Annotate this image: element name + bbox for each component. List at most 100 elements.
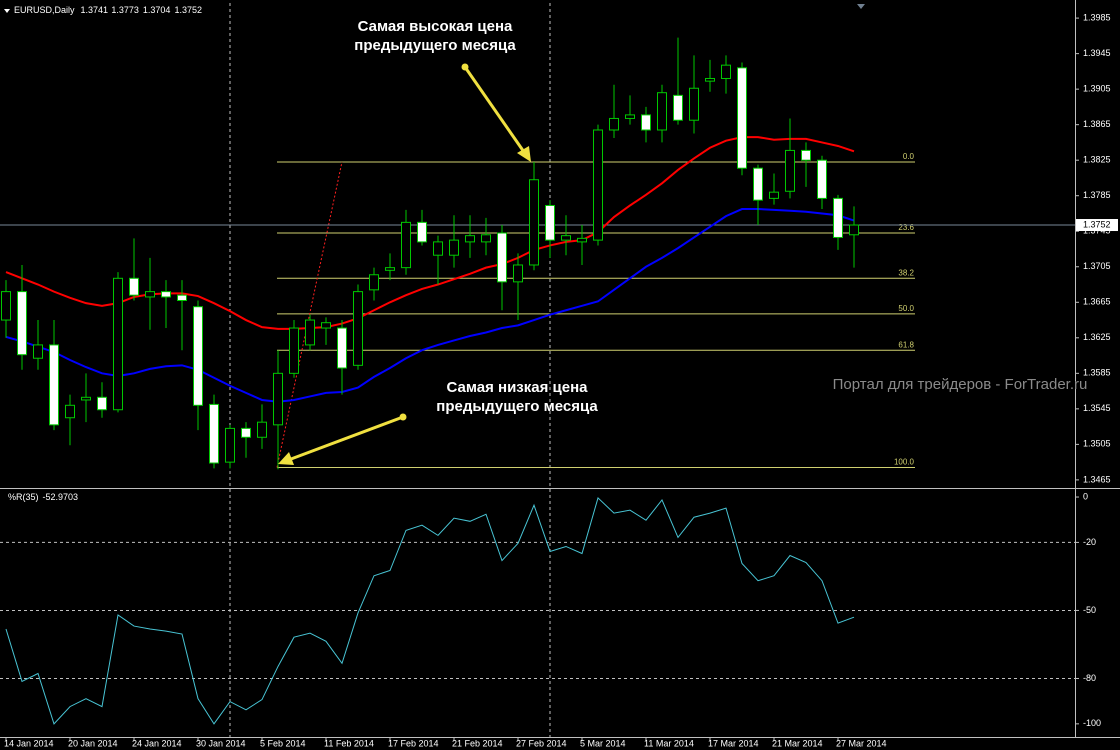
indicator-line: [5, 497, 855, 725]
candle-body: [433, 241, 443, 256]
y-tick-label: 1.3785: [1083, 190, 1111, 200]
candle-body: [129, 277, 139, 296]
annotation: предыдущего месяца: [354, 37, 516, 54]
x-tick-label: 17 Mar 2014: [708, 738, 759, 748]
candle-body: [305, 319, 315, 346]
candle-body: [369, 274, 379, 291]
y-tick-label: 1.3585: [1083, 368, 1111, 378]
x-tick-label: 14 Jan 2014: [4, 738, 54, 748]
y-tick-label: 1.3705: [1083, 261, 1111, 271]
candle-body: [97, 396, 107, 411]
arrow-low: [278, 413, 407, 465]
arrow-high: [461, 63, 531, 162]
x-tick-label: 11 Feb 2014: [324, 738, 374, 748]
candle-body: [657, 92, 667, 131]
candle-body: [705, 77, 715, 82]
fibo-label: 50.0: [898, 304, 914, 313]
indicator-value: -52.9703: [43, 492, 79, 502]
x-tick-label: 27 Feb 2014: [516, 738, 567, 748]
price-label-box: [1076, 219, 1118, 232]
candle-body: [81, 396, 91, 401]
candle-body: [481, 234, 491, 243]
y-tick-label: 1.3465: [1083, 474, 1111, 484]
x-tick-label: 20 Jan 2014: [68, 738, 118, 748]
fibo-label: 100.0: [894, 458, 915, 467]
ohlc-high: 1.3773: [111, 5, 139, 15]
candle-body: [353, 291, 363, 366]
y-tick-label: 1.3505: [1083, 439, 1111, 449]
x-tick-label: 11 Mar 2014: [644, 738, 694, 748]
x-tick-label: 24 Jan 2014: [132, 738, 182, 748]
y-tick-label: -100: [1083, 718, 1101, 728]
candle-body: [177, 294, 187, 302]
y-tick-label: -20: [1083, 537, 1096, 547]
menu-triangle[interactable]: [4, 9, 10, 13]
fibo-trendline: [276, 161, 343, 468]
candle-body: [49, 344, 59, 426]
candle-body: [513, 264, 523, 283]
symbol-title: EURUSD,Daily: [14, 5, 75, 15]
shift-marker[interactable]: [857, 4, 865, 9]
candle-body: [321, 322, 331, 329]
arrow-head: [278, 452, 294, 465]
candle-body: [209, 403, 219, 464]
x-tick-label: 17 Feb 2014: [388, 738, 439, 748]
fibo-label: 23.6: [898, 223, 914, 232]
ohlc-open: 1.3741: [81, 5, 109, 15]
y-tick-label: -80: [1083, 673, 1096, 683]
watermark: Портал для трейдеров - ForTrader.ru: [833, 376, 1088, 393]
fibo-label: 0.0: [903, 152, 915, 161]
arrow-head: [517, 146, 531, 162]
candle-body: [289, 327, 299, 374]
candle-body: [1, 291, 11, 321]
candle-body: [737, 67, 747, 169]
candle-body: [337, 327, 347, 369]
candle-body: [65, 404, 75, 419]
candle-body: [113, 277, 123, 411]
candle-body: [529, 179, 539, 266]
candle-body: [161, 291, 171, 298]
candle-body: [241, 427, 251, 438]
x-tick-label: 5 Mar 2014: [580, 738, 626, 748]
candle-body: [193, 306, 203, 406]
candle-body: [417, 221, 427, 243]
y-tick-label: 1.3825: [1083, 155, 1111, 165]
annotation: предыдущего месяца: [436, 398, 598, 415]
y-tick-label: 1.3665: [1083, 297, 1111, 307]
indicator-title: %R(35): [8, 492, 39, 502]
candle-body: [593, 129, 603, 241]
candle-body: [545, 204, 555, 241]
candle-body: [673, 94, 683, 121]
candle-body: [465, 235, 475, 243]
ohlc-low: 1.3704: [143, 5, 171, 15]
moving-average: [5, 208, 855, 403]
candle-body: [273, 372, 283, 426]
y-tick-label: 1.3945: [1083, 48, 1111, 58]
y-tick-label: 0: [1083, 491, 1088, 501]
candle-body: [385, 267, 395, 271]
fibo-label: 61.8: [898, 340, 914, 349]
price-label: 1.3752: [1083, 219, 1111, 229]
annotation: Самая высокая цена: [358, 18, 513, 35]
candle-body: [801, 149, 811, 161]
candle-body: [257, 421, 267, 438]
candle-body: [785, 149, 795, 192]
x-tick-label: 21 Feb 2014: [452, 738, 503, 748]
candle-body: [817, 159, 827, 199]
fibo-label: 38.2: [898, 268, 914, 277]
candle-body: [561, 235, 571, 241]
y-tick-label: 1.3545: [1083, 403, 1111, 413]
arrow-line: [463, 66, 526, 153]
x-tick-label: 30 Jan 2014: [196, 738, 246, 748]
x-tick-label: 27 Mar 2014: [836, 738, 887, 748]
arrow-line: [290, 415, 404, 461]
candle-body: [401, 221, 411, 269]
candle-body: [225, 427, 235, 463]
y-tick-label: 1.3985: [1083, 12, 1111, 22]
indicator-header: %R(35) -52.9703: [8, 492, 78, 502]
y-tick-label: -50: [1083, 605, 1096, 615]
candle-body: [849, 224, 859, 236]
y-tick-label: 1.3625: [1083, 332, 1111, 342]
